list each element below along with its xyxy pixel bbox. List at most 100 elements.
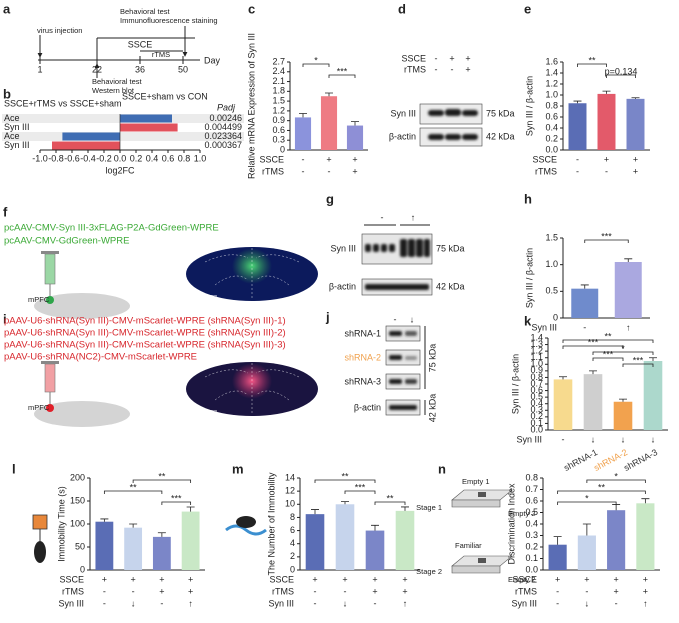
condition-value: ↓ — [585, 598, 590, 608]
band — [428, 110, 444, 116]
significance-bracket — [592, 351, 654, 355]
error-bar — [100, 518, 109, 522]
band — [462, 134, 478, 140]
condition-name: rTMS — [262, 166, 284, 176]
construct: pAAV-U6-shRNA(Syn III)-CMV-mScarlet-WPRE… — [4, 328, 286, 339]
construct: pcAAV-CMV-Syn III-3xFLAG-P2A-GdGreen-WPR… — [4, 223, 219, 234]
row-background — [2, 132, 244, 141]
lane-label: - — [381, 212, 384, 222]
phase: rTMS — [152, 50, 170, 59]
slice-label: AP +2.1mm — [196, 408, 218, 413]
significance-label: *** — [171, 493, 182, 503]
day: 50 — [178, 64, 188, 74]
significance-bracket — [562, 345, 624, 349]
bar — [643, 361, 663, 430]
condition-name: SSCE — [532, 154, 557, 164]
y-tick-label: 0.6 — [545, 111, 558, 121]
comparison-label: SSCE+rTMS vs SSCE+sham — [4, 98, 122, 108]
condition-name: SSCE — [59, 574, 84, 584]
error-bar — [602, 90, 611, 94]
y-tick-label: 0.5 — [545, 286, 558, 296]
panel-label: j — [325, 309, 330, 324]
error-bar — [311, 509, 319, 515]
blot-g: - ↑ Syn III β-actin 75 kDa 42 kDa — [329, 212, 465, 296]
event: Behavioral test — [92, 77, 143, 86]
error-bar — [619, 398, 627, 402]
bar — [305, 514, 325, 570]
band — [389, 331, 402, 336]
row-label: shRNA-1 — [344, 328, 381, 338]
bar — [568, 103, 587, 150]
y-tick-label: 0.4 — [525, 518, 538, 528]
atlas-lines — [204, 248, 300, 300]
condition-value: ↓ — [591, 434, 596, 444]
condition-value: - — [615, 598, 618, 608]
x-label: shRNA-3 — [622, 447, 659, 473]
size-label: 75 kDa — [427, 344, 437, 373]
bar — [62, 132, 120, 141]
y-tick-label: 0.3 — [530, 405, 543, 415]
y-tick-label: 0.6 — [272, 125, 285, 135]
y-axis-label: The Number of Immobility — [266, 472, 276, 576]
y-tick-label: 10 — [285, 499, 295, 509]
condition-value: ↓ — [343, 598, 348, 608]
condition-value: - — [314, 586, 317, 596]
significance-label: * — [614, 471, 618, 481]
condition-value: - — [585, 586, 588, 596]
x-tick-label: -0.6 — [64, 153, 80, 163]
x-tick-label: -1.0 — [32, 153, 48, 163]
x-tick-label: 0.8 — [178, 153, 191, 163]
region-label: mPFC — [28, 295, 50, 304]
significance-bracket — [577, 63, 607, 67]
syringe — [44, 253, 56, 285]
condition-value: - — [328, 166, 331, 176]
condition-value: + — [633, 154, 638, 164]
padj: 0.000367 — [204, 140, 242, 150]
y-tick-label: 0.2 — [530, 411, 543, 421]
bar — [120, 114, 172, 123]
y-tick-label: 0.3 — [272, 135, 285, 145]
lane-label: ↓ — [410, 314, 415, 324]
y-tick-label: 0.8 — [545, 100, 558, 110]
row-label: β-actin — [329, 281, 356, 291]
error-bar — [186, 506, 195, 512]
significance-bracket — [622, 363, 654, 367]
condition-value: + — [342, 574, 347, 584]
padj-header: Padj — [217, 102, 236, 112]
timeline: 1 22 36 50 Day virus injection SSCE rTMS… — [37, 7, 221, 95]
condition-value: + — [643, 574, 648, 584]
condition-name: Syn III — [58, 598, 84, 608]
y-tick-label: 0.9 — [272, 115, 285, 125]
condition-value: - — [576, 154, 579, 164]
tail-hanger — [32, 514, 48, 530]
y-tick-label: 0.0 — [530, 424, 543, 434]
y-axis-label: Syn III / β-actin — [510, 354, 520, 414]
significance-label: ** — [158, 471, 166, 481]
error-bar — [129, 523, 138, 528]
condition-value: + — [326, 154, 331, 164]
condition-value: - — [435, 64, 438, 74]
y-tick-label: 0.8 — [530, 372, 543, 382]
condition-name: rTMS — [272, 586, 294, 596]
syringe — [44, 363, 56, 393]
stage-object: Familiar — [455, 541, 482, 550]
x-label: shRNA-2 — [592, 447, 629, 473]
y-axis-label: Discrimination Index — [506, 483, 516, 565]
band — [408, 239, 415, 257]
condition-name: SSCE — [512, 574, 537, 584]
condition-value: + — [312, 574, 317, 584]
error-bar — [589, 370, 597, 375]
bar — [626, 98, 645, 150]
size-label: 75 kDa — [486, 108, 515, 118]
error-bar — [157, 532, 166, 537]
bar — [346, 125, 364, 150]
blot-strip — [385, 373, 421, 390]
y-axis-label: Relative mRNA Expression of Syn III — [246, 33, 256, 179]
error-bar — [641, 498, 650, 504]
condition-value: - — [103, 598, 106, 608]
panel-label: g — [326, 191, 334, 206]
bar — [320, 96, 338, 150]
row-label: shRNA-2 — [344, 352, 381, 362]
x-axis-label: log2FC — [105, 165, 135, 175]
significance-bracket — [606, 74, 636, 78]
